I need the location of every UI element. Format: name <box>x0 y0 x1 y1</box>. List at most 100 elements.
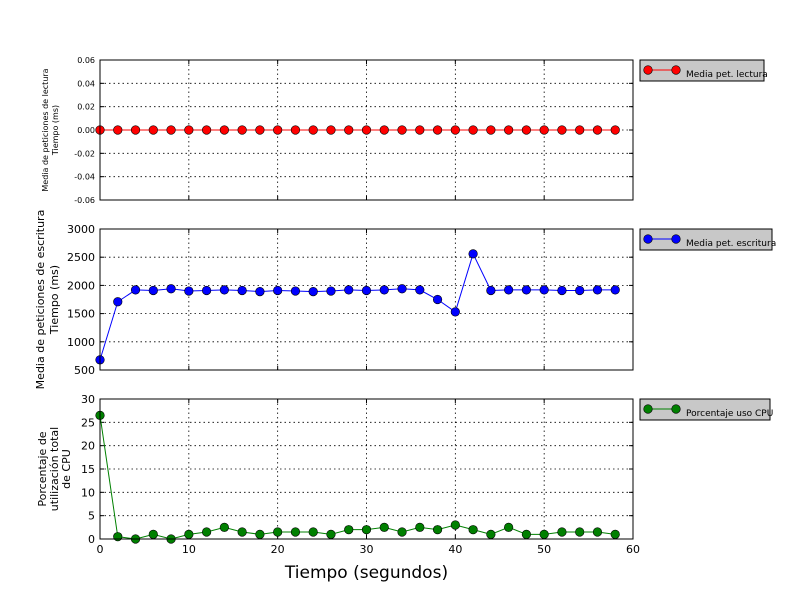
y-tick-label: 0.04 <box>77 79 95 88</box>
data-point <box>130 285 141 295</box>
y-tick-label: 0.06 <box>77 56 95 65</box>
data-point <box>432 125 443 135</box>
data-point <box>202 527 212 537</box>
data-point <box>344 125 354 135</box>
legend-marker <box>671 404 681 414</box>
data-point <box>326 125 336 135</box>
data-point <box>184 125 194 135</box>
data-point <box>397 284 407 294</box>
x-tick-label: 30 <box>360 543 374 556</box>
data-point <box>255 529 265 539</box>
data-point <box>130 125 141 135</box>
legend-marker <box>643 234 653 244</box>
y-axis-label: Tiempo (ms) <box>48 265 61 335</box>
data-point <box>219 522 229 532</box>
data-point <box>521 529 532 539</box>
legend-marker <box>643 404 653 414</box>
data-point <box>290 527 301 537</box>
data-point <box>397 527 407 537</box>
legend: Media pet. escritura <box>639 228 776 251</box>
data-point <box>575 125 585 135</box>
data-point <box>166 125 176 135</box>
y-tick-label: 25 <box>81 416 95 429</box>
data-point <box>415 522 425 532</box>
data-point <box>237 527 247 537</box>
y-tick-label: -0.04 <box>74 173 95 182</box>
data-point <box>361 125 372 135</box>
data-point <box>486 529 496 539</box>
data-point <box>450 307 460 317</box>
legend-box <box>639 398 771 421</box>
y-axis-label: Porcentaje de <box>36 431 49 506</box>
y-tick-label: 1000 <box>67 336 95 349</box>
data-point <box>166 284 176 294</box>
data-point <box>344 525 354 535</box>
y-tick-label: 2500 <box>67 251 95 264</box>
panel-1: -0.06 -0.04 -0.02 0.00 0.02 0.04 0.06 Media de … <box>41 56 768 205</box>
data-point <box>539 285 549 295</box>
series-line <box>99 415 616 540</box>
data-point <box>432 294 443 305</box>
x-tick-label: 40 <box>448 543 462 556</box>
y-tick-label: 10 <box>81 486 95 499</box>
y-axis-label: Media de peticiones de escritura <box>34 210 47 390</box>
legend-label: Media pet. lectura <box>686 70 768 80</box>
data-point <box>290 125 301 135</box>
panel-2: 500 1000 1500 2000 2500 3000 Media de peticion… <box>34 210 776 390</box>
data-point <box>113 125 123 135</box>
data-point <box>113 297 123 307</box>
data-point <box>148 285 158 296</box>
data-point <box>202 285 212 296</box>
x-tick-label: 50 <box>537 543 551 556</box>
plot-frame <box>99 228 634 371</box>
data-point <box>326 286 336 296</box>
y-tick-label: 15 <box>81 463 95 476</box>
data-point <box>521 125 532 135</box>
plot-frame <box>99 59 634 201</box>
x-axis-label: Tiempo (segundos) <box>284 563 448 583</box>
data-point <box>273 527 283 537</box>
data-point <box>468 249 478 259</box>
series-line <box>99 252 616 360</box>
y-axis-label: de CPU <box>60 449 73 489</box>
data-point <box>184 529 194 539</box>
data-point <box>184 286 194 296</box>
data-point <box>397 125 407 135</box>
legend-marker <box>671 234 681 244</box>
panel-3: 0 5 10 15 20 25 30 0 10 20 30 40 50 60 Porcentaje de ut… <box>36 393 773 583</box>
data-point <box>202 125 212 135</box>
data-point <box>592 527 603 537</box>
data-point <box>610 285 620 295</box>
data-point <box>237 125 247 135</box>
legend-marker <box>671 65 681 75</box>
data-point <box>273 125 283 135</box>
data-point <box>539 125 549 135</box>
data-point <box>113 532 123 542</box>
legend-label: Porcentaje uso CPU <box>686 409 773 419</box>
data-point <box>486 285 496 296</box>
y-axis-label: utilización total <box>48 427 61 511</box>
data-point <box>237 285 247 296</box>
x-tick-label: 10 <box>182 543 196 556</box>
legend: Media pet. lectura <box>639 59 768 82</box>
data-point <box>219 125 229 135</box>
y-tick-label: -0.02 <box>74 149 95 158</box>
data-point <box>273 285 283 296</box>
legend-box <box>639 228 773 251</box>
data-point <box>415 285 425 295</box>
data-point <box>255 287 265 297</box>
legend-box <box>639 59 765 82</box>
data-point <box>486 125 496 135</box>
legend: Porcentaje uso CPU <box>639 398 773 421</box>
data-point <box>575 527 585 537</box>
data-point <box>592 125 603 135</box>
y-tick-label: 0 <box>88 533 95 546</box>
data-point <box>575 285 585 296</box>
data-point <box>504 522 514 532</box>
data-point <box>450 520 460 530</box>
data-point <box>592 285 603 295</box>
data-point <box>610 529 620 539</box>
data-point <box>148 529 158 539</box>
data-point <box>450 125 460 135</box>
